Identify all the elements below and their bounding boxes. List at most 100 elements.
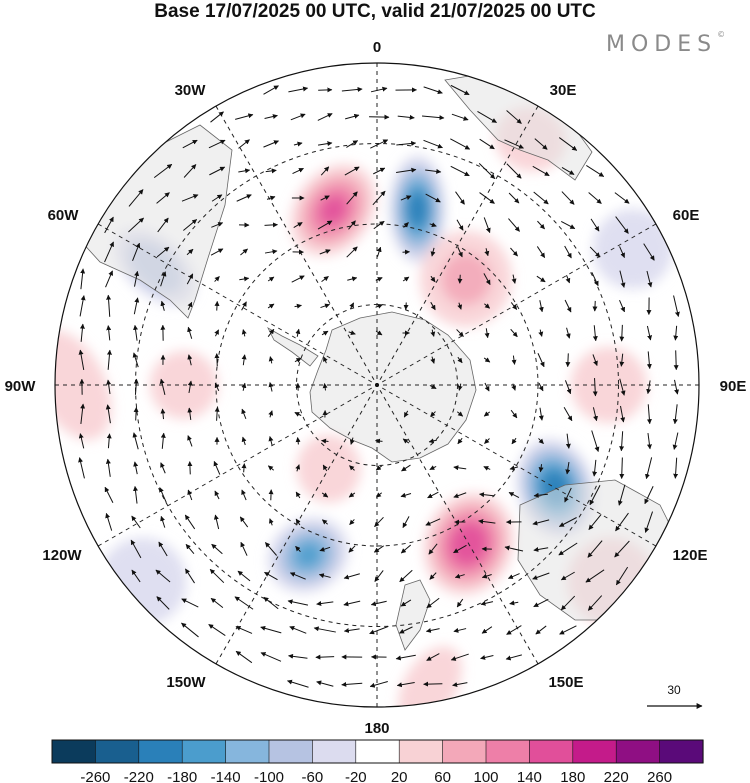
wind-arrow: [645, 457, 653, 480]
wind-arrow: [396, 140, 417, 146]
wind-arrow: [619, 378, 626, 396]
wind-arrow: [187, 407, 193, 421]
wind-arrow: [320, 166, 330, 176]
south-pole-marker: [375, 383, 379, 387]
wind-arrow: [295, 518, 301, 526]
wind-arrow: [345, 113, 360, 120]
wind-arrow: [133, 378, 139, 395]
wind-arrow: [450, 138, 471, 150]
lon-label-30e: 30E: [550, 82, 577, 99]
modes-logo: MODES©: [606, 29, 726, 57]
wind-arrow: [564, 245, 572, 259]
wind-arrow: [538, 407, 544, 421]
wind-arrow: [559, 625, 577, 635]
wind-arrow: [508, 192, 520, 204]
colorbar-swatch: [95, 739, 140, 764]
wind-arrow: [375, 465, 383, 471]
wind-arrow: [184, 514, 196, 530]
wind-arrow: [211, 194, 223, 202]
wind-arrow: [457, 437, 463, 445]
wind-arrow: [588, 514, 602, 530]
wind-arrow: [453, 465, 467, 471]
wind-arrow: [619, 246, 625, 258]
wind-arrow: [617, 484, 626, 506]
wind-arrow: [564, 299, 572, 313]
wind-arrow: [319, 249, 331, 255]
colorbar-swatch: [442, 739, 487, 764]
wind-arrow: [369, 625, 389, 635]
colorbar-tick-label: -180: [167, 769, 197, 783]
wind-arrow: [374, 570, 384, 582]
wind-arrow: [425, 628, 440, 633]
wind-arrow: [349, 465, 355, 471]
wind-arrow: [450, 165, 470, 177]
wind-arrow: [293, 141, 303, 147]
wind-arrow: [403, 410, 409, 418]
wind-arrow: [558, 542, 578, 556]
wind-arrow: [349, 519, 355, 525]
wind-arrow: [644, 511, 654, 533]
wind-arrow: [185, 543, 195, 554]
wind-arrow: [105, 404, 111, 424]
wind-arrow: [266, 195, 276, 201]
wind-arrow: [673, 350, 679, 371]
reference-vector-label: 30: [667, 683, 681, 697]
wind-arrow: [560, 220, 576, 230]
wind-arrow: [504, 545, 524, 552]
wind-arrow: [450, 84, 470, 96]
wind-arrow: [267, 303, 275, 309]
lon-label-60w: 60W: [48, 207, 80, 224]
wind-arrow: [400, 492, 412, 498]
reference-vector: 30: [647, 683, 703, 709]
wind-arrow: [425, 193, 441, 203]
colorbar-tick-label: 20: [391, 769, 408, 783]
anomaly-contour: [440, 252, 492, 305]
wind-arrow: [399, 626, 413, 634]
wind-arrow: [397, 114, 415, 120]
brand-copyright-mark: ©: [717, 29, 726, 39]
wind-arrow: [537, 220, 545, 230]
wind-arrow: [425, 168, 442, 174]
wind-arrow: [396, 167, 417, 173]
wind-arrow: [269, 518, 274, 526]
wind-arrow: [211, 222, 224, 228]
wind-arrow: [505, 654, 522, 661]
wind-arrow: [588, 192, 602, 204]
wind-arrow: [619, 353, 625, 367]
wind-arrow: [235, 650, 253, 664]
wind-arrow: [480, 600, 494, 606]
wind-arrow: [288, 86, 309, 93]
wind-arrow: [430, 247, 436, 257]
colorbar-swatch: [572, 739, 617, 764]
wind-arrow: [79, 295, 86, 317]
wind-arrow: [370, 86, 388, 93]
wind-arrow: [558, 517, 577, 527]
wind-arrow: [375, 438, 383, 444]
wind-arrow: [214, 329, 219, 337]
wind-arrow: [507, 573, 520, 579]
wind-arrow: [511, 437, 517, 445]
anomaly-blob: [267, 517, 349, 593]
wind-arrow: [375, 277, 383, 282]
wind-arrow: [105, 270, 114, 288]
wind-arrow: [320, 195, 330, 201]
wind-arrow: [429, 465, 437, 470]
wind-arrow: [483, 273, 491, 286]
wind-arrow: [294, 412, 302, 417]
wind-arrow: [532, 572, 550, 580]
wind-arrow: [510, 247, 518, 257]
colorbar-tick-label: -140: [211, 769, 241, 783]
wind-arrow: [321, 519, 328, 525]
wind-arrow: [287, 679, 309, 688]
wind-arrow: [423, 681, 443, 687]
wind-arrow: [343, 573, 360, 580]
wind-arrow: [294, 303, 302, 309]
wind-arrow: [560, 571, 575, 581]
wind-arrow: [538, 300, 544, 313]
wind-arrow: [481, 626, 493, 634]
wind-arrow: [235, 113, 254, 120]
wind-arrow: [509, 600, 519, 606]
wind-arrow: [453, 627, 467, 633]
wind-arrow: [80, 403, 86, 425]
wind-vectors: [78, 84, 680, 688]
